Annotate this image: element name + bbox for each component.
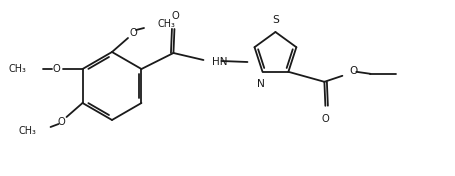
Text: CH₃: CH₃ (157, 19, 176, 29)
Text: CH₃: CH₃ (19, 126, 36, 136)
Text: O: O (171, 11, 179, 21)
Text: O: O (53, 64, 61, 74)
Text: O: O (57, 117, 65, 127)
Text: S: S (272, 15, 278, 25)
Text: O: O (129, 28, 136, 38)
Text: HN: HN (212, 57, 228, 67)
Text: N: N (256, 79, 264, 89)
Text: O: O (349, 66, 357, 76)
Text: O: O (321, 114, 329, 124)
Text: CH₃: CH₃ (9, 64, 26, 74)
